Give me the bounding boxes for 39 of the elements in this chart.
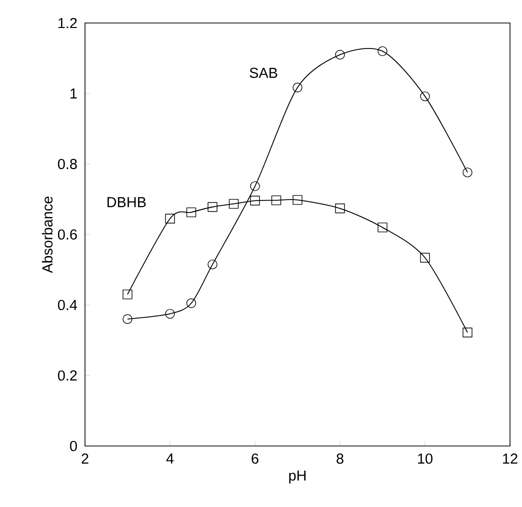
y-tick-label: 0.4 <box>58 300 78 310</box>
x-tick-label: 2 <box>82 454 88 464</box>
x-tick-label: 4 <box>166 454 174 464</box>
x-tick-label: 8 <box>336 454 344 464</box>
point <box>186 207 196 218</box>
point <box>378 46 388 56</box>
x-tick-label: 12 <box>503 454 518 464</box>
point <box>462 168 472 178</box>
series-label: SAB <box>250 68 278 78</box>
series-label: DBHB <box>108 197 146 208</box>
y-tick-label: 1 <box>70 88 77 98</box>
x-tick-label: 6 <box>252 454 258 464</box>
y-tick-label: 0.2 <box>58 370 77 381</box>
y-axis-title: Absorbance <box>42 196 53 274</box>
point <box>271 195 282 206</box>
point <box>292 82 302 92</box>
y-tick-label: 0.8 <box>58 158 77 170</box>
point <box>250 181 260 192</box>
y-tick-label: 0.6 <box>58 229 77 240</box>
point <box>208 202 218 212</box>
point <box>462 328 472 338</box>
point <box>122 314 132 324</box>
point <box>420 252 430 263</box>
point <box>186 298 196 308</box>
point <box>208 260 218 270</box>
point <box>420 91 430 102</box>
y-tick-label: 0 <box>70 440 77 452</box>
point <box>250 196 260 206</box>
point <box>165 308 175 319</box>
point <box>335 204 345 214</box>
x-tick-label: 10 <box>418 454 432 464</box>
x-axis-title: pH <box>289 470 306 484</box>
point <box>292 195 302 205</box>
point <box>335 50 345 60</box>
point <box>228 198 239 209</box>
point <box>122 290 132 300</box>
point <box>165 214 175 224</box>
point <box>378 222 388 232</box>
y-tick-label: 1.2 <box>58 18 77 28</box>
